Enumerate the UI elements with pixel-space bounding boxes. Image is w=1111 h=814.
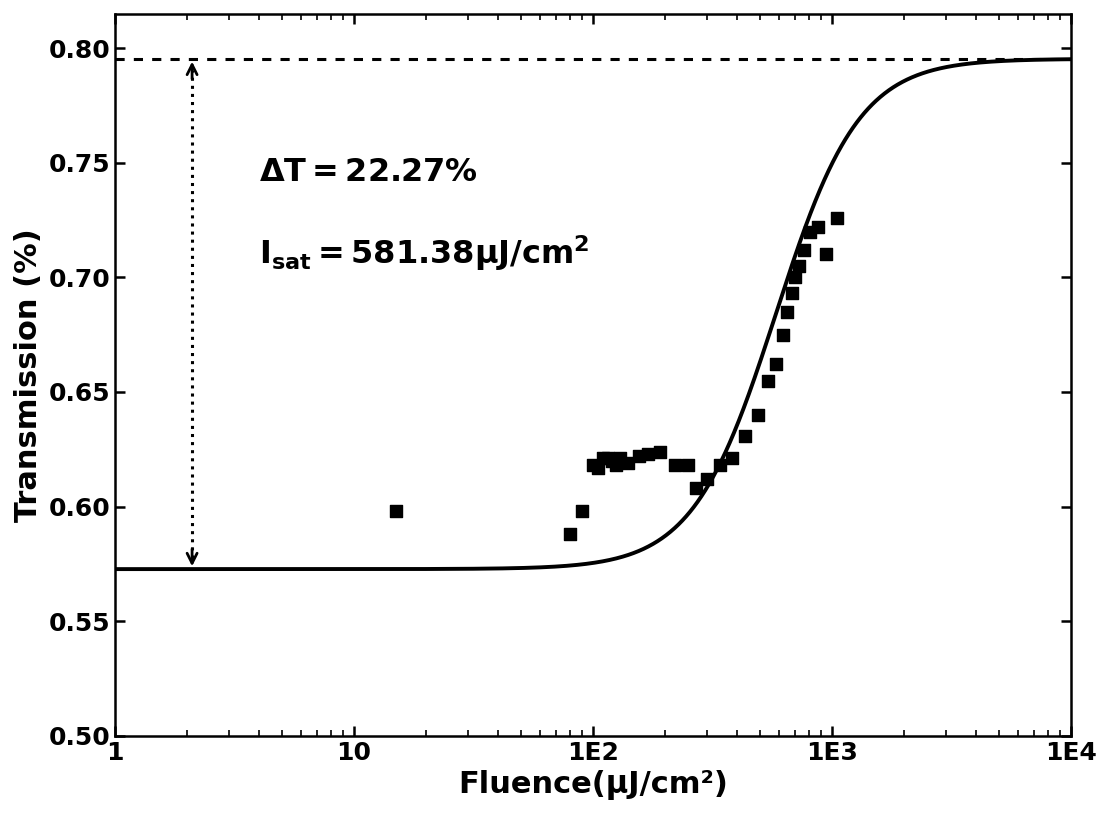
Point bbox=[723, 452, 741, 465]
Point bbox=[388, 505, 406, 518]
Point bbox=[699, 473, 717, 486]
Point bbox=[817, 248, 834, 261]
Point bbox=[773, 328, 791, 341]
Point bbox=[791, 260, 809, 273]
Point bbox=[711, 459, 729, 472]
Point bbox=[667, 459, 684, 472]
Point bbox=[779, 305, 797, 318]
Point bbox=[630, 449, 648, 462]
Point bbox=[794, 243, 812, 256]
Point bbox=[608, 459, 625, 472]
Point bbox=[783, 287, 801, 300]
Point bbox=[584, 459, 602, 472]
Text: $\mathbf{I_{sat}=581.38\mu J/cm^2}$: $\mathbf{I_{sat}=581.38\mu J/cm^2}$ bbox=[259, 233, 590, 273]
Point bbox=[599, 452, 617, 465]
Point bbox=[651, 445, 669, 458]
Point bbox=[589, 461, 607, 474]
Point bbox=[809, 221, 827, 234]
Point bbox=[759, 374, 777, 387]
Point bbox=[735, 429, 753, 442]
Point bbox=[688, 482, 705, 495]
Y-axis label: Transmission (%): Transmission (%) bbox=[14, 228, 43, 522]
X-axis label: Fluence(μJ/cm²): Fluence(μJ/cm²) bbox=[458, 770, 728, 800]
Point bbox=[573, 505, 591, 518]
Point bbox=[619, 457, 637, 470]
Point bbox=[594, 452, 612, 465]
Point bbox=[787, 271, 804, 284]
Point bbox=[801, 225, 819, 238]
Point bbox=[561, 527, 579, 540]
Point bbox=[749, 409, 767, 422]
Point bbox=[639, 448, 657, 461]
Point bbox=[679, 459, 697, 472]
Point bbox=[611, 452, 629, 465]
Text: $\mathbf{\Delta T=22.27\%}$: $\mathbf{\Delta T=22.27\%}$ bbox=[259, 157, 478, 188]
Point bbox=[603, 454, 621, 467]
Point bbox=[767, 358, 784, 371]
Point bbox=[829, 212, 847, 225]
